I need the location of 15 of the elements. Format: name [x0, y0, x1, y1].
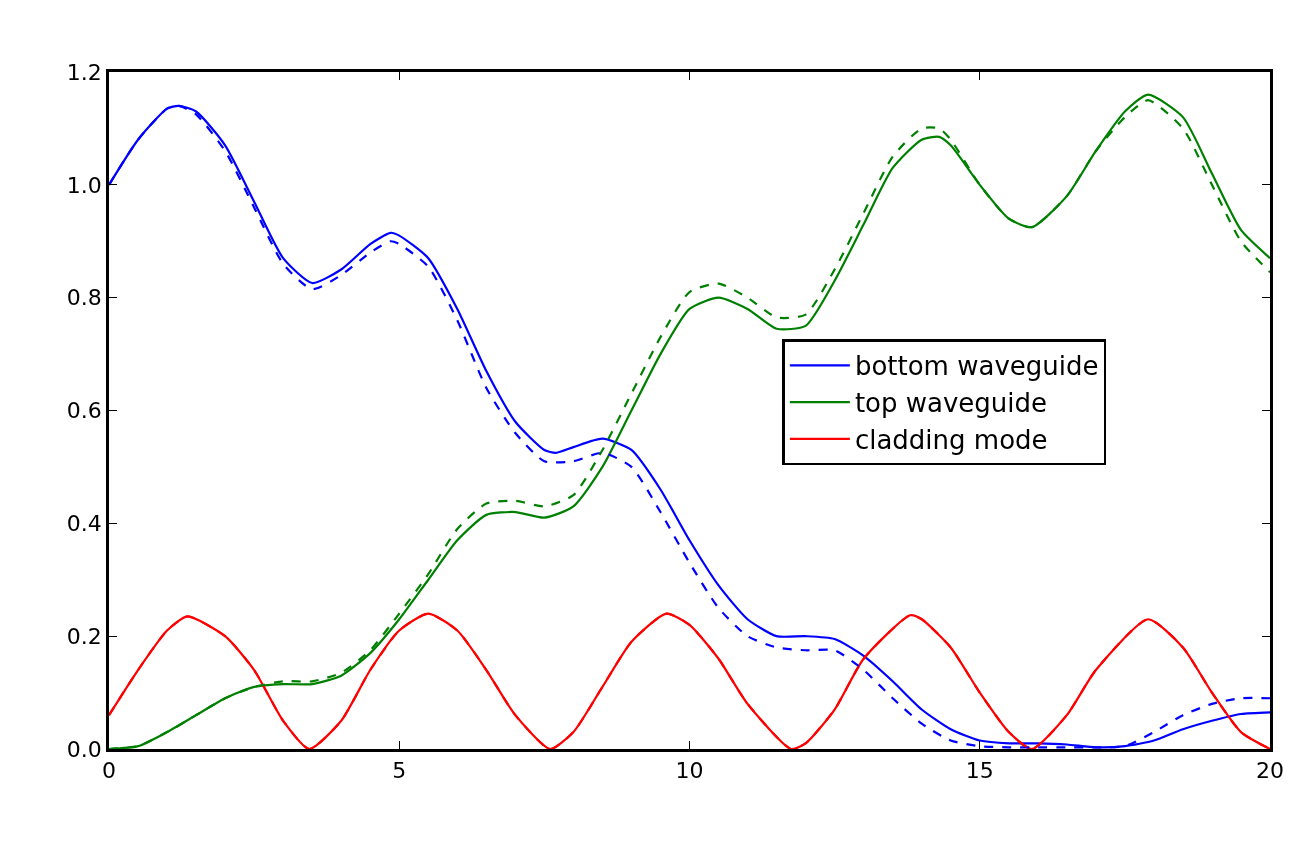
x-tick-label: 5 [392, 758, 407, 784]
y-tick-label: 0.4 [66, 511, 102, 537]
x-tick-label: 10 [675, 758, 704, 784]
legend-label: cladding mode [854, 425, 1048, 456]
legend-label: top waveguide [854, 388, 1048, 419]
x-tick-label: 20 [1256, 758, 1284, 784]
legend-label: bottom waveguide [854, 351, 1099, 382]
x-tick-label: 15 [965, 758, 994, 784]
y-tick-label: 0.2 [66, 623, 102, 649]
y-tick-label: 1.2 [66, 59, 102, 85]
y-tick-label: 1.0 [66, 172, 102, 198]
y-tick-label: 0.8 [66, 285, 102, 311]
x-tick-label: 0 [102, 758, 116, 784]
y-tick-label: 0.0 [66, 736, 102, 762]
y-tick-label: 0.6 [66, 398, 102, 424]
